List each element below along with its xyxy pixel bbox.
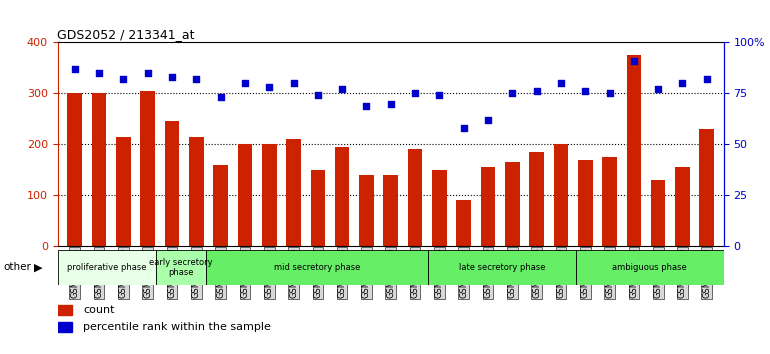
Bar [651, 180, 665, 246]
Point [457, 125, 470, 131]
Bar [238, 144, 253, 246]
Bar [699, 129, 714, 246]
Bar [286, 139, 301, 246]
Bar [457, 200, 471, 246]
Text: early secretory
phase: early secretory phase [149, 258, 213, 277]
Bar [529, 152, 544, 246]
FancyBboxPatch shape [576, 250, 724, 285]
Text: count: count [83, 305, 115, 315]
Text: GDS2052 / 213341_at: GDS2052 / 213341_at [57, 28, 195, 41]
Bar [480, 167, 495, 246]
Point [604, 91, 616, 96]
Bar [578, 160, 593, 246]
Text: ▶: ▶ [34, 262, 42, 272]
Bar [432, 170, 447, 246]
Point [239, 80, 251, 86]
Bar [165, 121, 179, 246]
Point [360, 103, 373, 108]
Bar [554, 144, 568, 246]
Point [701, 76, 713, 82]
Text: mid secretory phase: mid secretory phase [273, 263, 360, 272]
Point [142, 70, 154, 76]
Point [628, 58, 640, 64]
Bar [262, 144, 276, 246]
Point [215, 95, 227, 100]
Text: percentile rank within the sample: percentile rank within the sample [83, 322, 271, 332]
Text: proliferative phase: proliferative phase [67, 263, 147, 272]
FancyBboxPatch shape [156, 250, 206, 285]
Bar [359, 175, 373, 246]
Point [263, 85, 276, 90]
Point [579, 88, 591, 94]
Bar [189, 137, 203, 246]
Bar [58, 305, 72, 315]
Bar [58, 322, 72, 332]
Point [482, 117, 494, 123]
Point [652, 86, 665, 92]
Point [190, 76, 203, 82]
Bar [408, 149, 423, 246]
Text: late secretory phase: late secretory phase [458, 263, 545, 272]
Bar [213, 165, 228, 246]
Bar [335, 147, 350, 246]
Point [554, 80, 567, 86]
Bar [68, 93, 82, 246]
Point [336, 86, 348, 92]
Point [409, 91, 421, 96]
Bar [505, 162, 520, 246]
Bar [310, 170, 325, 246]
Point [434, 93, 446, 98]
FancyBboxPatch shape [206, 250, 428, 285]
Point [166, 74, 178, 80]
FancyBboxPatch shape [428, 250, 576, 285]
Point [531, 88, 543, 94]
Point [385, 101, 397, 107]
Point [117, 76, 129, 82]
Bar [602, 157, 617, 246]
FancyBboxPatch shape [58, 250, 156, 285]
Text: other: other [4, 262, 32, 272]
Bar [383, 175, 398, 246]
Point [506, 91, 518, 96]
Point [312, 93, 324, 98]
Bar [92, 93, 106, 246]
Bar [140, 91, 155, 246]
Bar [116, 137, 131, 246]
Bar [627, 55, 641, 246]
Point [676, 80, 688, 86]
Point [287, 80, 300, 86]
Point [93, 70, 105, 76]
Point [69, 66, 81, 72]
Bar [675, 167, 690, 246]
Text: ambiguous phase: ambiguous phase [612, 263, 687, 272]
